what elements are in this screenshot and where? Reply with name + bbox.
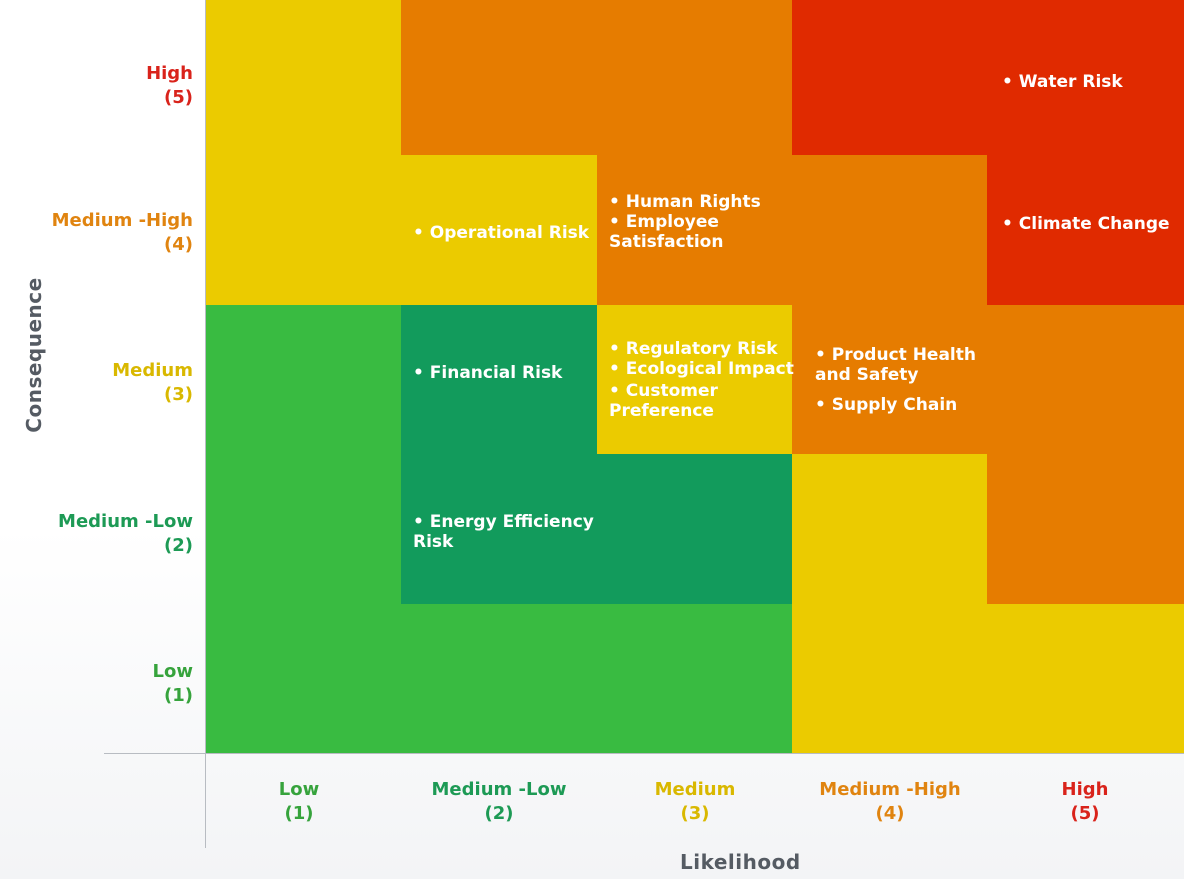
y-level-1: Low (1) — [153, 660, 193, 708]
matrix-cell-r1-c4 — [792, 604, 1184, 753]
risk-group-r4-c3: • Human Rights • Employee Satisfaction — [609, 192, 761, 252]
y-level-5-num: (5) — [164, 87, 193, 108]
risk-water-text: • Water Risk — [1002, 72, 1123, 92]
matrix-cell-r5-c1 — [206, 0, 402, 156]
x-level-3-name: Medium — [654, 779, 736, 800]
x-level-3: Medium (3) — [615, 778, 775, 826]
matrix-cell-r2-c1 — [206, 454, 402, 605]
risk-human-rights-text: • Human Rights — [609, 192, 761, 212]
matrix-cell-r3-c4 — [792, 305, 1184, 455]
y-level-3-name: Medium — [112, 360, 193, 381]
matrix-cell-r3-c3 — [597, 305, 793, 455]
matrix-cell-r3-c2 — [401, 305, 598, 455]
matrix-cell-r4-c1 — [206, 155, 598, 306]
y-level-4: Medium -High (4) — [52, 209, 193, 257]
x-level-1-num: (1) — [284, 803, 314, 824]
y-level-2: Medium -Low (2) — [58, 510, 193, 558]
matrix-cell-r3-c1 — [206, 305, 402, 455]
y-level-4-num: (4) — [164, 234, 193, 255]
y-level-3-num: (3) — [164, 384, 193, 405]
x-level-4-name: Medium -High — [819, 779, 961, 800]
y-level-5-name: High — [146, 63, 193, 84]
risk-ecological-impact-text: • Ecological Impact — [609, 359, 794, 379]
x-level-1-name: Low — [278, 779, 320, 800]
y-axis-line — [205, 0, 206, 848]
matrix-cell-r4-c5 — [987, 155, 1184, 306]
x-level-5-name: High — [1061, 779, 1109, 800]
x-level-5-num: (5) — [1070, 803, 1100, 824]
risk-financial-text: • Financial Risk — [413, 363, 563, 383]
matrix-cell-r5-c4 — [792, 0, 1184, 156]
matrix-cell-r2-c5 — [987, 454, 1184, 605]
x-level-2-num: (2) — [484, 803, 514, 824]
risk-financial: • Financial Risk — [413, 363, 562, 383]
risk-employee-satisfaction-text: • Employee Satisfaction — [609, 212, 724, 252]
x-level-2-name: Medium -Low — [431, 779, 567, 800]
matrix-cell-r2-c4 — [792, 454, 988, 605]
matrix-cell-r1-c1 — [206, 604, 793, 753]
x-axis-line — [104, 753, 1184, 754]
risk-regulatory-text: • Regulatory Risk — [609, 339, 778, 359]
x-level-1: Low (1) — [219, 778, 379, 826]
x-level-4-num: (4) — [875, 803, 905, 824]
risk-operational: • Operational Risk — [413, 223, 589, 243]
risk-energy-efficiency-text: • Energy Efficiency Risk — [413, 512, 594, 552]
y-level-1-num: (1) — [164, 685, 193, 706]
y-level-3: Medium (3) — [112, 359, 193, 407]
y-level-2-name: Medium -Low — [58, 511, 193, 532]
matrix-cell-r2-c2 — [401, 454, 793, 605]
x-level-3-num: (3) — [680, 803, 710, 824]
x-level-4: Medium -High (4) — [810, 778, 970, 826]
x-level-5: High (5) — [1005, 778, 1165, 826]
risk-group-r3-c3: • Regulatory Risk • Ecological Impact • … — [609, 339, 794, 421]
risk-energy-efficiency: • Energy Efficiency Risk — [413, 512, 594, 552]
risk-supply-chain-text: • Supply Chain — [815, 395, 958, 415]
matrix-cell-r4-c3 — [597, 155, 988, 306]
matrix-cell-r5-c2 — [401, 0, 793, 156]
risk-water: • Water Risk — [1002, 72, 1123, 92]
risk-climate-change: • Climate Change — [1002, 214, 1170, 234]
risk-group-r3-c4: • Product Health and Safety • Supply Cha… — [815, 345, 976, 415]
y-level-4-name: Medium -High — [51, 210, 193, 231]
risk-operational-text: • Operational Risk — [413, 223, 590, 243]
y-level-5: High (5) — [146, 62, 193, 110]
risk-customer-preference-text: • Customer Preference — [609, 381, 718, 421]
y-axis-title: Consequence — [22, 277, 46, 433]
y-level-1-name: Low — [152, 661, 193, 682]
risk-product-health-text: • Product Health and Safety — [815, 345, 976, 385]
y-level-2-num: (2) — [164, 535, 193, 556]
x-level-2: Medium -Low (2) — [419, 778, 579, 826]
risk-climate-change-text: • Climate Change — [1002, 214, 1170, 234]
x-axis-title: Likelihood — [680, 850, 801, 874]
